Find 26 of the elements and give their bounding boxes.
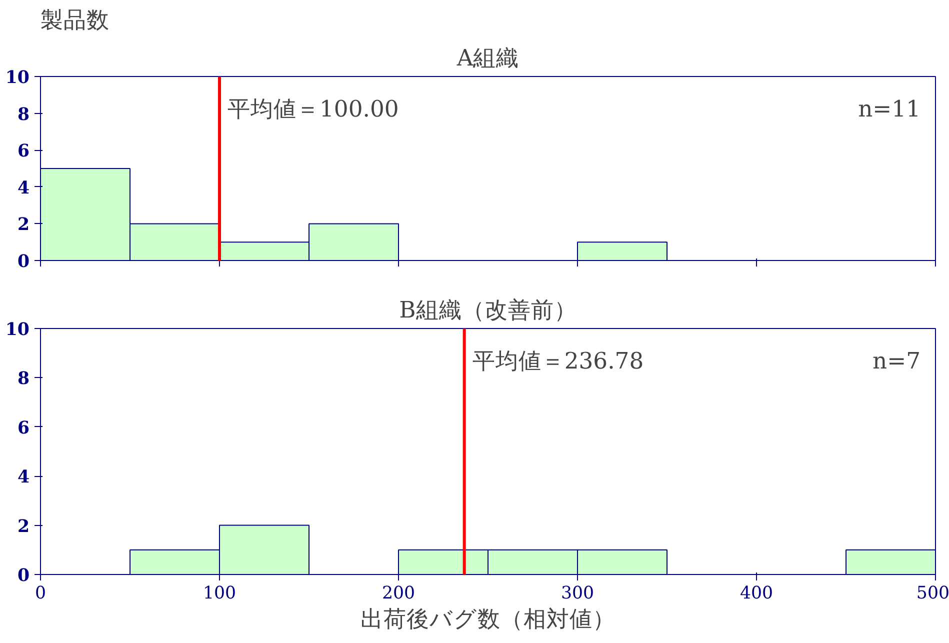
y-tick-label: 2	[17, 215, 30, 236]
y-tick-label: 2	[17, 516, 30, 537]
x-tick-label: 400	[740, 584, 774, 604]
y-tick-label: 0	[17, 566, 30, 586]
x-tick-label: 500	[916, 584, 949, 604]
y-tick-label: 0	[17, 252, 30, 272]
annotation: n=11	[858, 96, 920, 122]
y-tick-label: 4	[17, 178, 30, 198]
x-tick-label: 0	[34, 584, 46, 604]
x-tick-label: 300	[560, 584, 594, 604]
y-tick-label: 10	[5, 68, 30, 88]
x-tick-label: 200	[382, 584, 416, 604]
ref-line-label: 平均値＝236.78	[472, 348, 644, 374]
y-tick-label: 8	[17, 104, 30, 125]
y-tick-label: 10	[5, 320, 30, 340]
x-axis-title: 出荷後バグ数（相対値）	[360, 606, 616, 632]
y-axis-title: 製品数	[40, 8, 110, 34]
annotation: n=7	[872, 348, 921, 374]
chart-title: B組織（改善前）	[399, 298, 577, 324]
y-tick-label: 6	[17, 418, 30, 438]
ref-line-label: 平均値＝100.00	[228, 96, 399, 122]
y-tick-label: 4	[17, 468, 30, 488]
chart-title: A組織	[456, 46, 520, 72]
y-tick-label: 8	[17, 369, 30, 390]
y-tick-label: 6	[17, 142, 30, 162]
x-tick-label: 100	[202, 584, 236, 604]
